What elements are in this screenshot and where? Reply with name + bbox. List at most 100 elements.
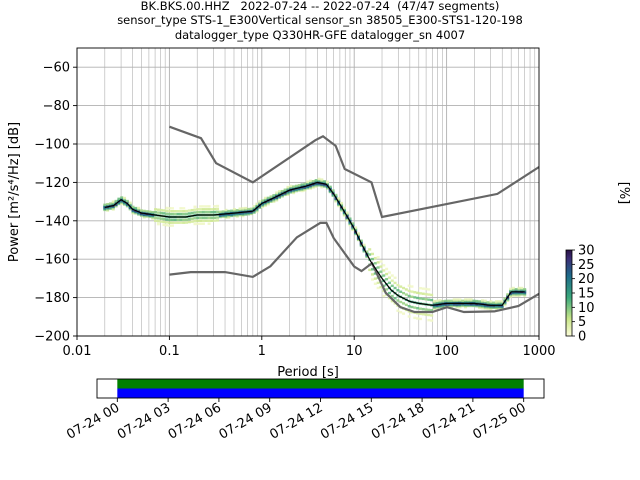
psd-cell [168, 218, 172, 222]
psd-cell [466, 304, 470, 308]
psd-cell [201, 222, 205, 225]
psd-cell [404, 288, 408, 291]
time-tick-label: 07-24 03 [115, 400, 173, 442]
psd-cell [120, 200, 124, 203]
psd-cell [199, 208, 203, 211]
psd-cell [461, 299, 465, 302]
psd-cell [131, 209, 135, 212]
psd-cell [458, 299, 462, 302]
psd-cell [292, 191, 296, 195]
psd-cell [342, 206, 346, 209]
psd-cell [483, 304, 487, 308]
psd-cell [266, 196, 270, 200]
psd-cell [421, 313, 425, 316]
psd-cell [196, 208, 200, 211]
psd-cell [210, 216, 214, 220]
psd-cell [142, 216, 146, 219]
psd-cell [156, 211, 160, 214]
psd-cell [520, 286, 524, 290]
psd-cell [309, 184, 313, 188]
psd-cell [286, 190, 290, 194]
psd-cell [241, 209, 245, 213]
psd-cell [509, 292, 513, 296]
psd-cell [449, 299, 453, 302]
psd-cell [452, 299, 456, 302]
psd-cell [492, 301, 496, 304]
psd-cell [137, 213, 141, 216]
psd-cell [286, 185, 290, 189]
psd-cell [325, 185, 329, 189]
psd-cell [449, 304, 453, 308]
psd-cell [342, 214, 346, 217]
psd-cell [475, 304, 479, 308]
psd-cell [165, 218, 169, 221]
psd-cell [424, 308, 428, 311]
psd-cell [334, 200, 338, 203]
psd-cell [159, 217, 163, 220]
psd-cell [106, 209, 110, 212]
psd-cell [238, 212, 242, 215]
psd-cell [134, 212, 138, 215]
psd-cell [444, 300, 448, 304]
psd-cell [182, 210, 186, 213]
time-tick-label: 07-24 06 [166, 400, 224, 442]
psd-cell [156, 222, 160, 226]
psd-cell [458, 303, 462, 306]
psd-cell [311, 183, 315, 187]
psd-cell [325, 181, 329, 185]
psd-cell [306, 185, 310, 189]
psd-cell [523, 294, 527, 297]
psd-cell [179, 210, 183, 213]
psd-cell [421, 287, 425, 290]
psd-cell [466, 300, 470, 304]
psd-cell [331, 190, 335, 194]
psd-cell [511, 286, 515, 290]
psd-cell [359, 239, 363, 242]
psd-cell [489, 302, 493, 306]
psd-cell [162, 217, 166, 221]
psd-cell [368, 248, 372, 251]
psd-cell [162, 209, 166, 212]
psd-cell [232, 210, 236, 213]
psd-cell [232, 213, 236, 216]
psd-cell [170, 221, 174, 224]
psd-cell [418, 292, 422, 295]
psd-cell [117, 201, 121, 204]
psd-cell [182, 212, 186, 216]
psd-cell [314, 182, 318, 186]
psd-cell [190, 217, 194, 220]
psd-cell [480, 299, 484, 302]
x-tick-label: 100 [434, 344, 459, 359]
psd-cell [427, 293, 431, 296]
psd-cell [123, 198, 127, 201]
y-axis-label: Power [m²/s⁴/Hz] [dB] [7, 122, 22, 262]
psd-cell [466, 299, 470, 302]
psd-cell [297, 189, 301, 192]
colorbar-tick-label: 5 [578, 315, 586, 330]
psd-cell [320, 184, 324, 188]
psd-cell [238, 213, 242, 217]
psd-cell [139, 209, 143, 212]
colorbar-tick-label: 15 [578, 287, 595, 302]
psd-cell [416, 296, 420, 300]
psd-cell [294, 185, 298, 189]
psd-cell [218, 214, 222, 217]
psd-cell [232, 208, 236, 211]
psd-cell [486, 306, 490, 309]
psd-cell [433, 306, 437, 309]
psd-cell [458, 304, 462, 308]
psd-cell [497, 302, 501, 306]
psd-cell [418, 287, 422, 290]
psd-cell [511, 289, 515, 292]
psd-cell [280, 191, 284, 194]
psd-cell [297, 184, 301, 187]
psd-cell [201, 219, 205, 222]
psd-cell [252, 210, 256, 213]
psd-cell [387, 276, 391, 279]
psd-cell [227, 216, 231, 219]
psd-cell [497, 301, 501, 304]
psd-cell [111, 200, 115, 203]
psd-cell [317, 177, 321, 181]
psd-cell [311, 186, 315, 189]
psd-cell [416, 312, 420, 315]
